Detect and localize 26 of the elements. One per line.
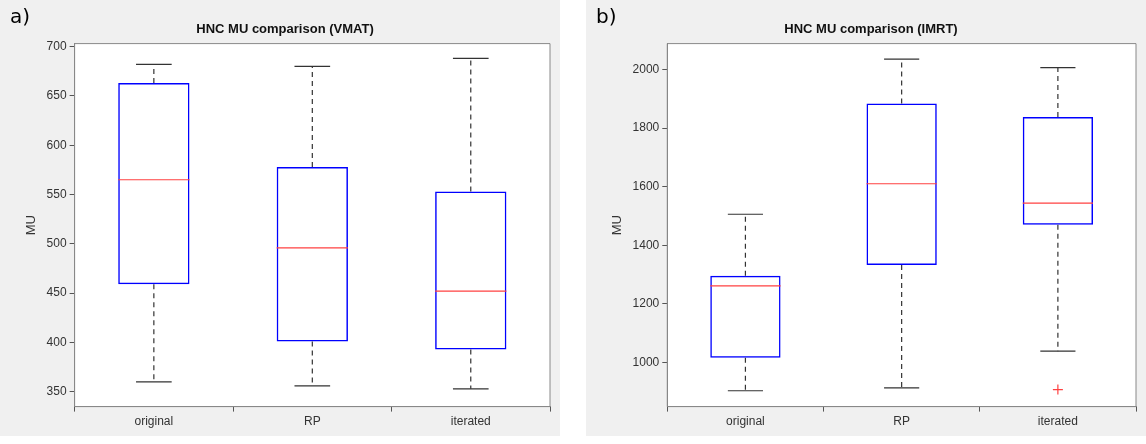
chart-title: HNC MU comparison (IMRT) — [784, 21, 958, 37]
x-tick-label: iterated — [1037, 414, 1078, 429]
y-tick-label: 350 — [46, 384, 67, 399]
y-tick-label: 450 — [46, 285, 67, 300]
y-tick-label: 1000 — [632, 354, 660, 369]
x-tick-label: RP — [893, 414, 910, 429]
y-tick-label: 2000 — [632, 61, 660, 76]
y-tick-label: 1200 — [632, 296, 660, 311]
x-tick-label: RP — [303, 414, 321, 429]
x-tick-label: iterated — [450, 414, 491, 429]
text: a) — [10, 4, 31, 29]
y-tick-label: 1600 — [632, 179, 660, 193]
y-tick-label: 700 — [46, 38, 67, 53]
x-tick-label: original — [726, 414, 765, 429]
y-tick-label: 1400 — [632, 237, 660, 252]
y-tick-label: 650 — [46, 88, 67, 103]
y-axis-title: MU — [609, 214, 625, 236]
y-axis-title: MU — [23, 214, 39, 236]
y-tick-label: 400 — [46, 334, 67, 349]
text: b) — [596, 4, 617, 29]
y-tick-label: 600 — [46, 137, 67, 152]
y-tick-label: 500 — [46, 236, 67, 251]
y-tick-label: 550 — [46, 186, 67, 201]
x-tick-label: original — [134, 414, 174, 429]
chart-title: HNC MU comparison (VMAT) — [196, 21, 374, 37]
y-tick-label: 1800 — [632, 120, 660, 135]
